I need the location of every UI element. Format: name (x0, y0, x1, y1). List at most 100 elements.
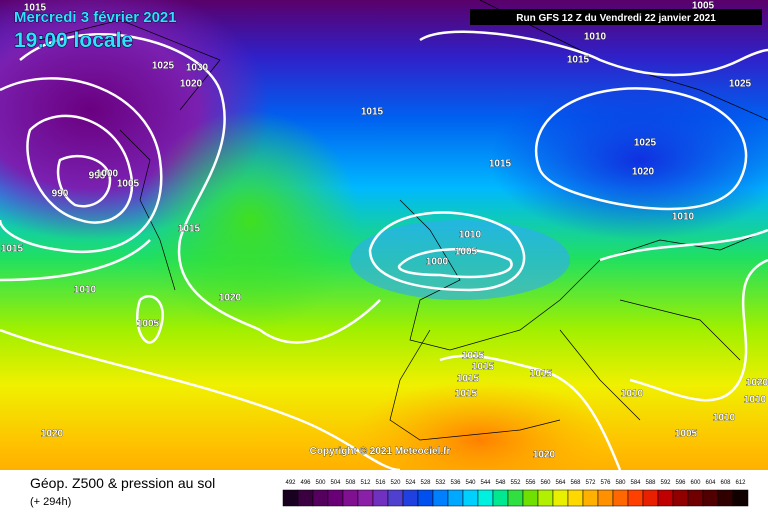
scale-swatch (717, 489, 734, 507)
scale-label: 572 (585, 480, 596, 486)
scale-swatch (432, 489, 449, 507)
isobar-label: 1020 (41, 429, 64, 440)
run-box (470, 9, 762, 25)
scale-swatch (372, 489, 389, 507)
isobar-label: 1010 (672, 212, 695, 223)
isobar-label: 1025 (152, 61, 175, 72)
scale-swatch (342, 489, 359, 507)
scale-label: 540 (465, 480, 476, 486)
scale-swatch (597, 489, 614, 507)
isobar-label: 1005 (455, 247, 478, 258)
scale-swatch (537, 489, 554, 507)
scale-label: 580 (615, 480, 626, 486)
scale-label: 600 (690, 480, 701, 486)
forecast-time: 19:00 locale (14, 29, 133, 52)
isobar-label: 1000 (96, 169, 119, 180)
scale-swatch (552, 489, 569, 507)
isobar-label: 1010 (744, 395, 767, 406)
isobar-label: 1000 (426, 257, 449, 268)
scale-swatch (627, 489, 644, 507)
scale-label: 556 (525, 480, 536, 486)
color-scale: 492 496 500 504 508 512 516 520 524 528 532 536 540 5… (282, 480, 749, 507)
isobar-label: 1015 (178, 224, 201, 235)
scale-label: 612 (735, 480, 746, 486)
scale-swatch (402, 489, 419, 507)
map-field (0, 0, 768, 500)
scale-label: 508 (345, 480, 356, 486)
isobar-label: 1020 (632, 167, 655, 178)
scale-swatch (297, 489, 314, 507)
isobar-label: 1005 (675, 429, 698, 440)
isobar-label: 1020 (219, 293, 242, 304)
scale-label: 528 (420, 480, 431, 486)
scale-swatch (702, 489, 719, 507)
scale-label: 548 (495, 480, 506, 486)
scale-label: 500 (315, 480, 326, 486)
isobar-label: 995 (89, 171, 106, 182)
isobar-label: 1005 (137, 319, 160, 330)
scale-swatch (312, 489, 329, 507)
scale-label: 604 (705, 480, 716, 486)
scale-swatch (567, 489, 584, 507)
scale-label: 608 (720, 480, 731, 486)
isobar-label: 1020 (180, 79, 203, 90)
isobar-label: 1010 (584, 32, 607, 43)
scale-label: 504 (330, 480, 341, 486)
scale-swatch (642, 489, 659, 507)
isobar-label: 1020 (533, 450, 556, 461)
copyright: Copyright © 2021 Meteociel.fr (310, 446, 451, 457)
scale-label: 516 (375, 480, 386, 486)
isobar-label: 1015 (530, 369, 553, 380)
scale-swatch (357, 489, 374, 507)
scale-swatch (687, 489, 704, 507)
scale-label: 532 (435, 480, 446, 486)
scale-label: 584 (630, 480, 641, 486)
footer-lead: (+ 294h) (30, 496, 71, 508)
isobar-label: 1015 (361, 107, 384, 118)
scale-label: 564 (555, 480, 566, 486)
isobar-label: 1015 (567, 55, 590, 66)
scale-label: 520 (390, 480, 401, 486)
isobars (0, 30, 768, 472)
footer-title: Géop. Z500 & pression au sol (30, 475, 215, 491)
isobar-label: 1015 (457, 374, 480, 385)
isobar-label: 1015 (24, 3, 47, 14)
scale-swatch (657, 489, 674, 507)
scale-swatch (417, 489, 434, 507)
isobar-label: 1015 (455, 389, 478, 400)
scale-label: 592 (660, 480, 671, 486)
scale-swatch (672, 489, 689, 507)
isobar-label: 1005 (117, 179, 140, 190)
scale-label: 552 (510, 480, 521, 486)
isobar-label: 1005 (692, 1, 715, 12)
scale-label: 560 (540, 480, 551, 486)
coastlines (39, 0, 768, 441)
scale-swatch (327, 489, 344, 507)
isobar-label: 1010 (459, 230, 482, 241)
isobar-label: 1020 (746, 378, 768, 389)
isobar-label: 1030 (186, 63, 209, 74)
scale-label: 536 (450, 480, 461, 486)
isobar-label: 1015 (472, 362, 495, 373)
scale-label: 588 (645, 480, 656, 486)
isobar-label: 1010 (621, 389, 644, 400)
scale-label: 544 (480, 480, 491, 486)
scale-label: 496 (300, 480, 311, 486)
isobar-label: 1010 (74, 285, 97, 296)
isobar-label: 1015 (489, 159, 512, 170)
scale-label: 492 (285, 480, 296, 486)
isobar-label: 1025 (729, 79, 752, 90)
forecast-date: Mercredi 3 février 2021 (14, 9, 177, 26)
scale-label: 568 (570, 480, 581, 486)
scale-swatch (507, 489, 524, 507)
isobar-label: 1015 (1, 244, 24, 255)
scale-swatch (732, 489, 749, 507)
scale-swatch (582, 489, 599, 507)
scale-label: 596 (675, 480, 686, 486)
isobar-label: 1010 (713, 413, 736, 424)
scale-swatch (612, 489, 629, 507)
scale-swatch (447, 489, 464, 507)
scale-swatch (522, 489, 539, 507)
